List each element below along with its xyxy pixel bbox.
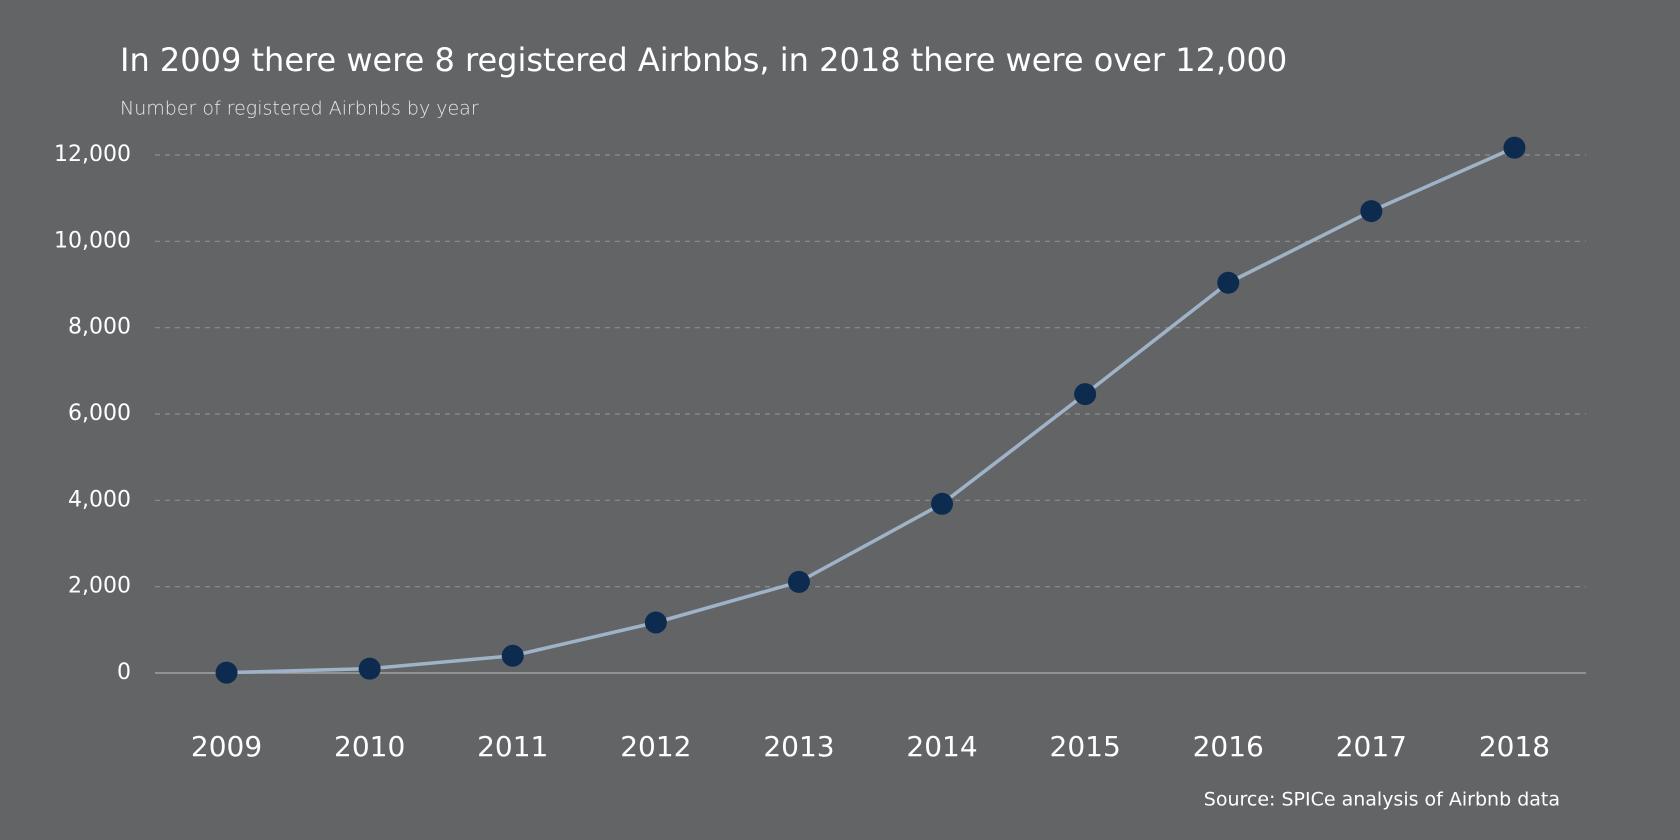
source-note: Source: SPICe analysis of Airbnb data [1204, 789, 1560, 811]
data-point [1217, 271, 1240, 294]
y-tick-label: 4,000 [68, 487, 131, 512]
y-tick-label: 0 [117, 660, 131, 685]
y-tick-label: 10,000 [54, 228, 131, 253]
data-point [931, 492, 954, 515]
y-tick-label: 6,000 [68, 401, 131, 426]
x-tick-label: 2009 [191, 730, 262, 763]
x-tick-label: 2012 [620, 730, 691, 763]
x-tick-label: 2013 [763, 730, 834, 763]
chart-title: In 2009 there were 8 registered Airbnbs,… [120, 41, 1287, 79]
y-tick-label: 2,000 [68, 574, 131, 599]
data-point [215, 661, 238, 684]
x-tick-label: 2015 [1050, 730, 1121, 763]
x-tick-label: 2011 [477, 730, 548, 763]
y-tick-label: 8,000 [68, 315, 131, 340]
data-point [787, 570, 810, 593]
data-point [501, 644, 524, 667]
y-tick-label: 12,000 [54, 142, 131, 167]
x-tick-label: 2014 [906, 730, 977, 763]
x-tick-label: 2010 [334, 730, 405, 763]
data-point [644, 611, 667, 634]
data-point [1074, 383, 1097, 406]
chart-subtitle: Number of registered Airbnbs by year [120, 98, 479, 120]
data-point [1503, 136, 1526, 159]
x-tick-label: 2016 [1193, 730, 1264, 763]
data-point [358, 657, 381, 680]
x-tick-label: 2017 [1336, 730, 1407, 763]
series-line [226, 146, 1516, 675]
data-point [1360, 200, 1383, 223]
x-tick-label: 2018 [1479, 730, 1550, 763]
